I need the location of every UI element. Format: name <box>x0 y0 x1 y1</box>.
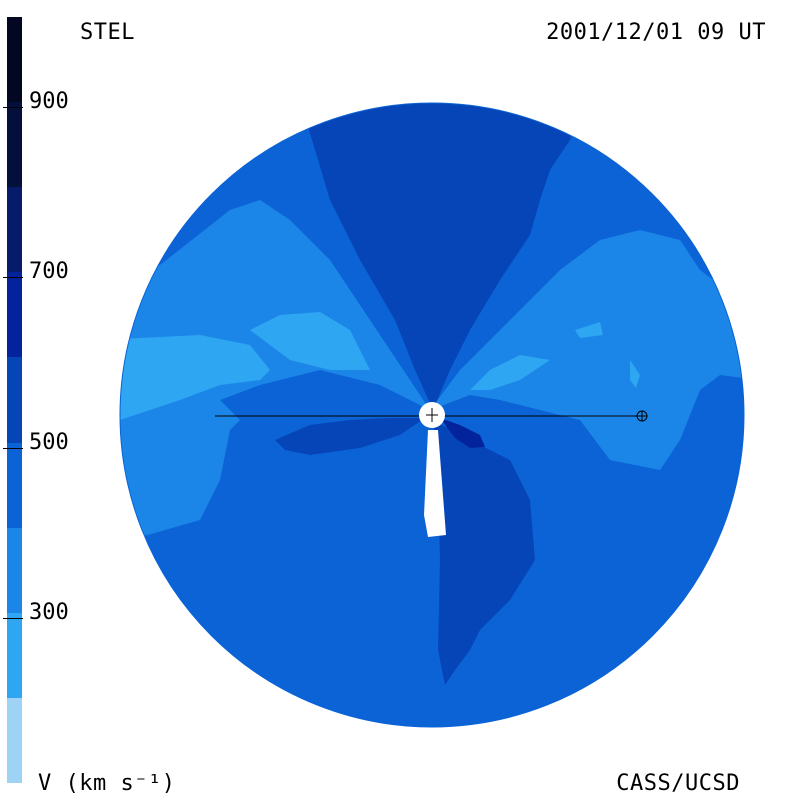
colorbar-segment <box>7 187 22 273</box>
colorbar-tick-label: 300 <box>29 599 69 625</box>
left-upper-slow-contour <box>250 312 370 370</box>
sun-symbol <box>419 402 445 428</box>
earth-symbol <box>636 410 648 422</box>
colorbar-tick <box>3 277 23 279</box>
north-fast-stream <box>300 103 580 410</box>
colorbar-tick-label: 900 <box>29 89 69 115</box>
credit-label: CASS/UCSD <box>616 771 740 796</box>
colorbar-segment <box>7 357 22 443</box>
colorbar-tick-label: 700 <box>29 259 69 285</box>
colorbar-segment <box>7 697 22 783</box>
south-white-wedge <box>424 430 446 537</box>
right-notch-contour <box>630 360 640 388</box>
velocity-colorbar <box>7 17 22 783</box>
datetime-label: 2001/12/01 09 UT <box>546 20 766 45</box>
south-fast-stream <box>433 420 535 685</box>
north-right-contour <box>430 230 744 470</box>
colorbar-tick-label: 500 <box>29 429 69 455</box>
colorbar-tick <box>3 447 23 449</box>
colorbar-segment <box>7 272 22 358</box>
velocity-contour-regions <box>120 103 744 727</box>
disk-outline <box>119 102 745 728</box>
left-equatorial-fast <box>275 418 425 455</box>
colorbar-tick <box>3 617 23 619</box>
right-upper-slow-contour <box>470 355 550 390</box>
right-equatorial-fastest <box>440 418 485 448</box>
colorbar-segment <box>7 17 22 103</box>
colorbar-segment <box>7 442 22 528</box>
colorbar-segment <box>7 527 22 613</box>
instrument-label: STEL <box>80 20 135 45</box>
colorbar-segment <box>7 102 22 188</box>
right-small-slow-contour <box>575 322 603 338</box>
colorbar-segment <box>7 612 22 698</box>
colorbar-tick <box>3 107 23 109</box>
units-label: V (km s⁻¹) <box>38 771 176 796</box>
left-slow-contour <box>120 335 270 420</box>
